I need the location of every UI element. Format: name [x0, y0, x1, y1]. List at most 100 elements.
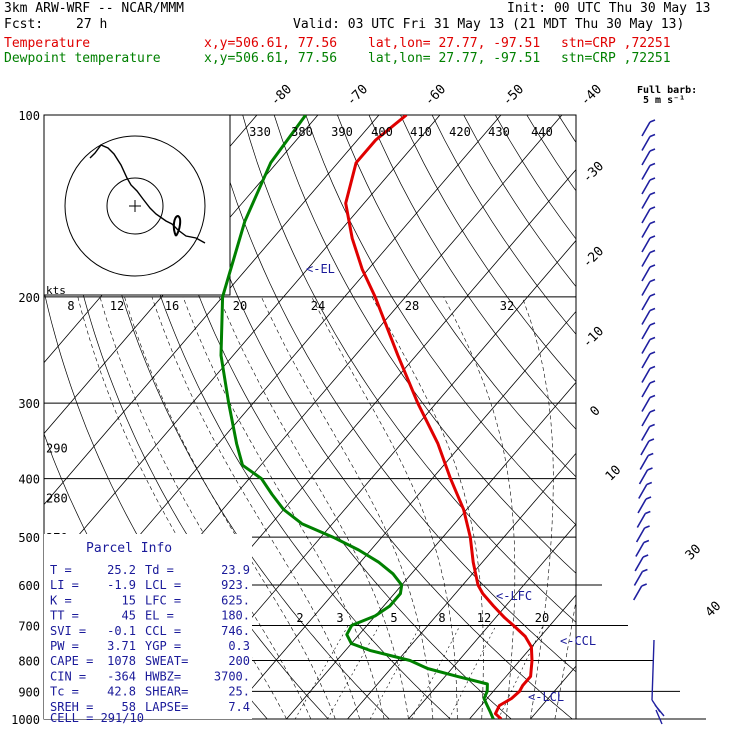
wind-barb: [641, 409, 656, 427]
parcel-info-key: SHEAR=: [145, 685, 188, 699]
parcel-info-key: HWBZ=: [145, 669, 181, 683]
hodo-speed-label: 24: [311, 299, 325, 313]
temperature-legend-latlon: lat,lon= 27.77, -97.51: [368, 36, 541, 51]
moist-adiabat: [261, 296, 434, 719]
dewpoint-legend-name: Dewpoint temperature: [4, 51, 161, 66]
wind-barb: [637, 496, 652, 514]
temperature-legend-station: stn=CRP ,72251: [561, 36, 671, 51]
dewpoint-trace: [219, 115, 495, 719]
parcel-info-value: 23.9: [221, 563, 250, 577]
wind-barb: [641, 278, 656, 296]
parcel-info-key: K =: [50, 593, 72, 607]
isotherm-line: [530, 665, 576, 719]
parcel-info-key: TT =: [50, 609, 79, 623]
hodograph-ring: [106, 177, 164, 235]
dry-adiabat: [179, 115, 573, 719]
mixing-ratio-lines: [294, 625, 544, 719]
parcel-info-key: EL =: [145, 609, 174, 623]
parcel-info-value: 3.71: [107, 639, 136, 653]
wind-barb: [641, 133, 656, 151]
parcel-info-value: 58: [122, 700, 136, 714]
isotherm-label: -10: [580, 324, 607, 351]
dewpoint-legend-latlon: lat,lon= 27.77, -97.51: [368, 51, 541, 66]
parcel-info-cell: CELL = 291/10: [50, 711, 144, 725]
pressure-tick-label: 600: [18, 579, 40, 593]
parcel-info-value: 180.: [221, 609, 250, 623]
parcel-info-key: PW =: [50, 639, 79, 653]
dewpoint-legend-xy: x,y=506.61, 77.56: [204, 51, 338, 66]
wind-barb: [641, 293, 656, 311]
parcel-info-key: Td =: [145, 563, 174, 577]
wind-barb: [641, 220, 656, 238]
mixing-ratio-label: 20: [535, 611, 549, 625]
wind-barb: [633, 583, 647, 601]
pressure-tick-label: 900: [18, 685, 40, 699]
moist-adiabat: [443, 296, 516, 719]
mixing-ratio-label: 3: [336, 611, 343, 625]
wind-barb: [641, 119, 656, 137]
parcel-info-key: CCL =: [145, 624, 181, 638]
model-title: 3km ARW-WRF -- NCAR/MMM: [4, 1, 185, 16]
dewpoint-legend-station: stn=CRP ,72251: [561, 51, 671, 66]
pressure-tick-label: 500: [18, 531, 40, 545]
isotherm-line: [347, 452, 576, 719]
parcel-info-value: 7.4: [228, 700, 250, 714]
hodograph-frame: [43, 114, 231, 296]
mixing-ratio-label: 8: [438, 611, 445, 625]
dry-adiabat: [368, 115, 576, 430]
wind-barb: [634, 554, 649, 572]
isotherm-label: 0: [587, 403, 603, 419]
pressure-tick-label: 800: [18, 654, 40, 668]
forecast-label: Fcst:: [4, 17, 44, 32]
barb-legend-line1: Full barb:: [637, 85, 697, 96]
hodograph: [43, 114, 231, 296]
parcel-info-key: SWEAT=: [145, 654, 188, 668]
dry-adiabat-label: 290: [46, 441, 68, 455]
parcel-info-key: LI =: [50, 578, 79, 592]
moist-adiabat: [218, 296, 409, 719]
theta-label: 380: [291, 125, 313, 139]
isotherm-label: -30: [580, 159, 607, 186]
parcel-info-key: CIN =: [50, 669, 86, 683]
dry-adiabat: [494, 115, 576, 240]
parcel-info-value: 3700.: [214, 669, 250, 683]
isotherm-line: [0, 115, 13, 719]
dry-adiabat: [590, 115, 740, 719]
temperature-legend-xy: x,y=506.61, 77.56: [204, 36, 338, 51]
parcel-info-value: 25.2: [107, 563, 136, 577]
wind-barb: [638, 467, 653, 485]
parcel-info-value: 15: [122, 593, 136, 607]
level-markers: <-EL <-LFC <-CCL <-LCL: [306, 262, 596, 704]
theta-label: 390: [331, 125, 353, 139]
sounding-traces: [219, 115, 534, 719]
moist-adiabat: [311, 296, 458, 719]
isotherm-label: -20: [580, 244, 607, 271]
isotherm-label: 40: [703, 599, 725, 621]
parcel-info-value: 25.: [228, 685, 250, 699]
theta-label: 410: [410, 125, 432, 139]
temperature-legend-name: Temperature: [4, 36, 91, 51]
dry-adiabat: [84, 115, 390, 719]
wind-barb: [641, 336, 656, 354]
temperature-trace: [344, 115, 534, 719]
hodo-speed-label: 20: [233, 299, 247, 313]
hodograph-loop: [172, 214, 182, 237]
ccl-marker: <-CCL: [560, 634, 596, 648]
wind-barb: [633, 568, 648, 586]
dry-adiabat: [116, 115, 451, 719]
dry-adiabat: [558, 115, 576, 143]
isotherm-label: -80: [268, 82, 295, 109]
parcel-info-key: CAPE =: [50, 654, 93, 668]
parcel-info-value: 45: [122, 609, 136, 623]
hodo-speed-label: 16: [165, 299, 179, 313]
dry-adiabat: [431, 115, 576, 335]
parcel-info-title: Parcel Info: [86, 541, 172, 556]
isotherm-line: [592, 115, 740, 719]
pressure-tick-label: 1000: [11, 713, 40, 727]
wind-barb: [641, 380, 656, 398]
wind-barb: [641, 191, 656, 209]
dry-adiabat: [147, 115, 512, 719]
parcel-info-value: -0.1: [107, 624, 136, 638]
moist-adiabat: [182, 296, 385, 719]
parcel-info-key: YGP =: [145, 639, 181, 653]
